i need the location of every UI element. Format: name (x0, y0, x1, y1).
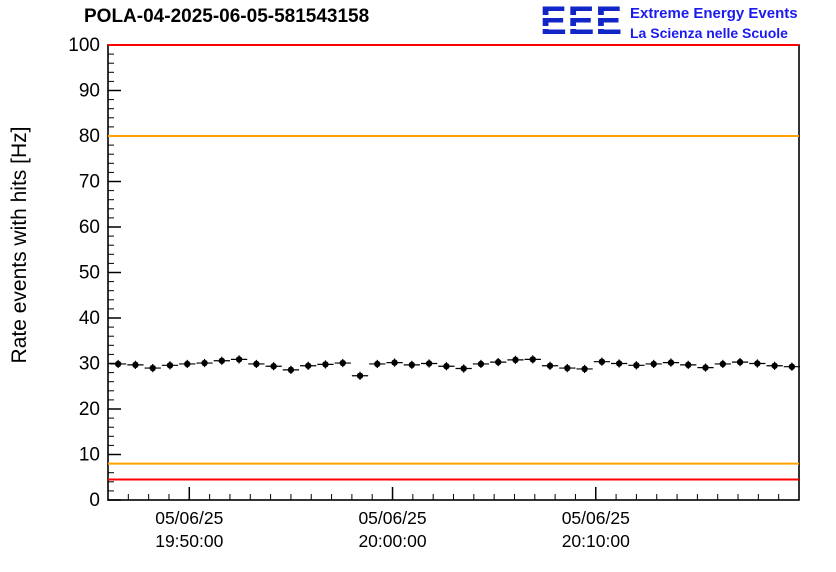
data-point (564, 364, 571, 372)
data-point (391, 359, 398, 366)
data-point (771, 362, 778, 369)
y-tick-label: 0 (89, 490, 100, 511)
chart-title: POLA-04-2025-06-05-581543158 (84, 6, 370, 27)
data-point (253, 360, 260, 368)
data-point (495, 358, 502, 366)
logo-stripe-icon (540, 26, 620, 29)
data-point (408, 361, 416, 369)
data-point (356, 372, 364, 379)
logo-tagline-it: La Scienza nelle Scuole (630, 25, 788, 41)
y-tick-label: 90 (79, 81, 100, 102)
logo-tagline-en: Extreme Energy Events (630, 5, 798, 22)
data-point (512, 356, 519, 364)
data-point (754, 360, 761, 367)
logo-stripe-icon (540, 15, 620, 18)
data-point (339, 359, 346, 367)
data-point (443, 363, 450, 370)
data-point (218, 357, 226, 364)
data-point (736, 358, 744, 366)
data-point (477, 360, 485, 368)
data-point (304, 362, 312, 369)
data-point (235, 356, 243, 363)
y-tick-label: 50 (79, 263, 100, 284)
x-tick-label-date: 05/06/25 (562, 508, 630, 528)
eee-logo: EEE Extreme Energy Events La Scienza nel… (540, 0, 798, 43)
data-point (581, 365, 588, 373)
data-point (184, 360, 191, 368)
y-tick-label: 60 (79, 217, 100, 238)
y-tick-label: 20 (79, 399, 100, 420)
data-point (685, 361, 692, 369)
data-point (633, 362, 640, 369)
data-point (149, 364, 156, 372)
data-point (650, 360, 657, 368)
y-tick-label: 40 (79, 308, 100, 329)
data-point (702, 364, 709, 371)
data-point (114, 360, 122, 368)
data-point (322, 361, 329, 368)
y-tick-label: 10 (79, 445, 100, 466)
data-point (460, 365, 467, 372)
data-point (667, 359, 675, 366)
data-point (598, 358, 606, 365)
data-point (132, 361, 139, 369)
data-point (425, 360, 433, 367)
y-tick-label: 80 (79, 126, 100, 147)
eee-logo-letters: EEE (540, 0, 624, 43)
y-axis-title: Rate events with hits [Hz] (8, 127, 31, 364)
x-tick-label-time: 19:50:00 (155, 531, 223, 551)
y-tick-label: 100 (68, 35, 100, 56)
x-tick-label-time: 20:00:00 (358, 531, 426, 551)
x-tick-label-date: 05/06/25 (155, 508, 223, 528)
x-tick-label-date: 05/06/25 (358, 508, 426, 528)
data-point (719, 360, 726, 368)
x-tick-label-time: 20:10:00 (562, 531, 630, 551)
data-point (546, 362, 554, 369)
data-point (615, 360, 623, 367)
data-point (529, 356, 536, 363)
y-tick-label: 30 (79, 354, 100, 375)
data-point (374, 360, 381, 368)
data-point (788, 363, 796, 370)
data-point (270, 363, 277, 370)
data-point (166, 362, 174, 369)
data-point (287, 366, 295, 374)
y-tick-label: 70 (79, 172, 100, 193)
data-point (201, 359, 208, 367)
logo-taglines: Extreme Energy Events La Scienza nelle S… (630, 5, 798, 41)
plot-frame (107, 44, 800, 501)
